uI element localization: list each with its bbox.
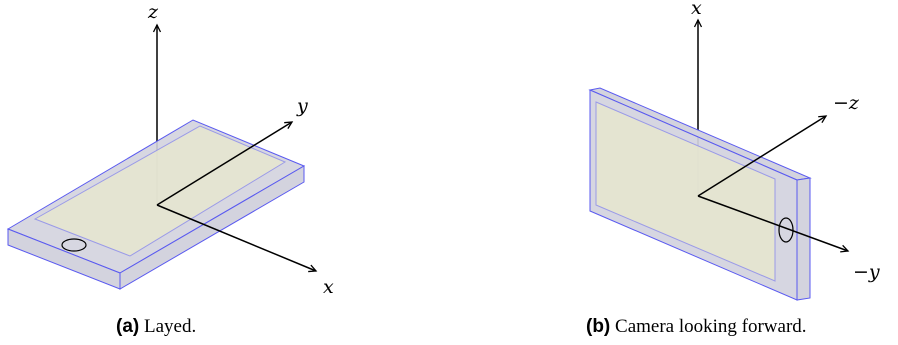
home-button-icon [61, 238, 87, 252]
panel-b-axis-right-down-label: −y [853, 261, 880, 283]
panel-a-caption: (a) Layed. [116, 316, 196, 338]
panel-a-axis-right-down [156, 204, 318, 273]
phone-lying-screen [33, 125, 287, 257]
panel-a-caption-text: Layed. [143, 316, 197, 337]
panel-b-axis-up-label: x [691, 0, 702, 19]
phone-upright-screen [595, 101, 776, 282]
camera-icon [778, 217, 794, 243]
panel-b-axis-right-down [697, 195, 850, 253]
panel-b-diagram: x −z −y [588, 0, 880, 301]
phone-upright-side-face [796, 177, 811, 301]
phone-lying [6, 119, 306, 290]
panel-b-caption-tag: (b) [586, 316, 611, 337]
panel-a-axis-right-down-label: x [323, 276, 334, 298]
panel-b-caption-text: Camera looking forward. [615, 316, 807, 337]
panel-a-caption-tag: (a) [116, 316, 140, 337]
panel-b-axis-right-up-label: −z [833, 92, 860, 114]
phone-upright [588, 87, 812, 301]
panel-a-diagram: z y x [6, 1, 334, 298]
panel-b-caption: (b) Camera looking forward. [586, 316, 807, 338]
panel-a-axis-right-up [156, 121, 294, 206]
panel-a-axis-up-label: z [147, 1, 159, 23]
panel-b-axis-right-up [697, 115, 828, 197]
panel-a-axis-right-up-label: y [296, 95, 308, 117]
